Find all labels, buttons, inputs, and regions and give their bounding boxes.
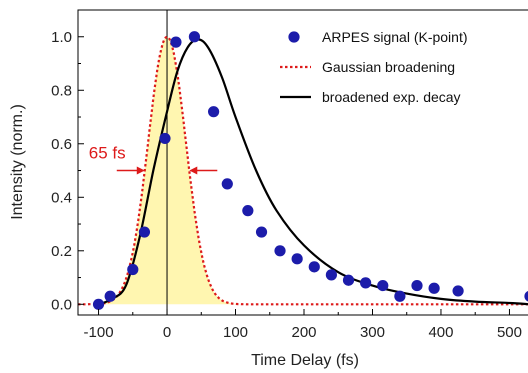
data-point — [255, 226, 268, 238]
x-tick-label: -100 — [84, 324, 114, 341]
data-point — [360, 277, 372, 289]
data-point — [274, 245, 286, 257]
data-point — [308, 261, 320, 273]
left-arrowhead — [136, 166, 145, 175]
data-point — [394, 290, 406, 302]
fwhm-label: 65 fs — [89, 144, 126, 163]
data-point — [377, 279, 389, 292]
y-tick-label: 0.6 — [51, 136, 72, 153]
legend-label-decay: broadened exp. decay — [322, 89, 461, 105]
data-point — [452, 285, 464, 297]
data-point — [208, 106, 220, 118]
data-point — [524, 291, 528, 302]
data-point — [411, 279, 423, 292]
y-axis-label: Intensity (norm.) — [9, 104, 26, 220]
fwhm-annotation: 65 fs — [89, 144, 218, 175]
legend-marker-arpes — [288, 31, 300, 43]
data-point — [159, 132, 171, 145]
data-point — [428, 282, 440, 294]
data-point — [104, 290, 116, 302]
y-tick-label: 1.0 — [51, 29, 72, 46]
x-axis-label: Time Delay (fs) — [251, 352, 359, 369]
right-arrowhead — [189, 166, 198, 175]
x-tick-label: 500 — [497, 324, 522, 341]
data-point — [221, 178, 233, 190]
data-point — [242, 205, 254, 217]
legend-label-gaussian: Gaussian broadening — [322, 59, 455, 75]
data-point — [127, 263, 139, 276]
gaussian-fill — [78, 36, 528, 305]
data-point — [291, 253, 303, 265]
legend: ARPES signal (K-point) Gaussian broadeni… — [280, 29, 468, 105]
data-point — [188, 31, 201, 43]
y-tick-label: 0.8 — [51, 82, 72, 99]
data-point — [138, 226, 151, 238]
x-tick-label: 100 — [223, 324, 248, 341]
y-axis-ticks: 0.0 0.2 0.4 0.6 0.8 1.0 — [51, 29, 84, 313]
arpes-points — [92, 31, 528, 310]
data-point — [92, 298, 105, 310]
decay-series-line — [98, 38, 528, 306]
gaussian-area — [78, 36, 528, 305]
legend-label-arpes: ARPES signal (K-point) — [322, 29, 468, 45]
x-axis-ticks: -100 0 100 200 300 400 500 — [84, 309, 522, 341]
y-tick-label: 0.2 — [51, 243, 72, 260]
x-tick-label: 0 — [163, 324, 171, 341]
data-point — [342, 274, 355, 286]
x-tick-label: 300 — [360, 324, 385, 341]
y-tick-label: 0.0 — [51, 296, 72, 313]
x-tick-label: 400 — [428, 324, 453, 341]
data-point — [170, 36, 182, 48]
x-tick-label: 200 — [291, 324, 316, 341]
data-point — [325, 269, 337, 281]
y-tick-label: 0.4 — [51, 189, 72, 206]
